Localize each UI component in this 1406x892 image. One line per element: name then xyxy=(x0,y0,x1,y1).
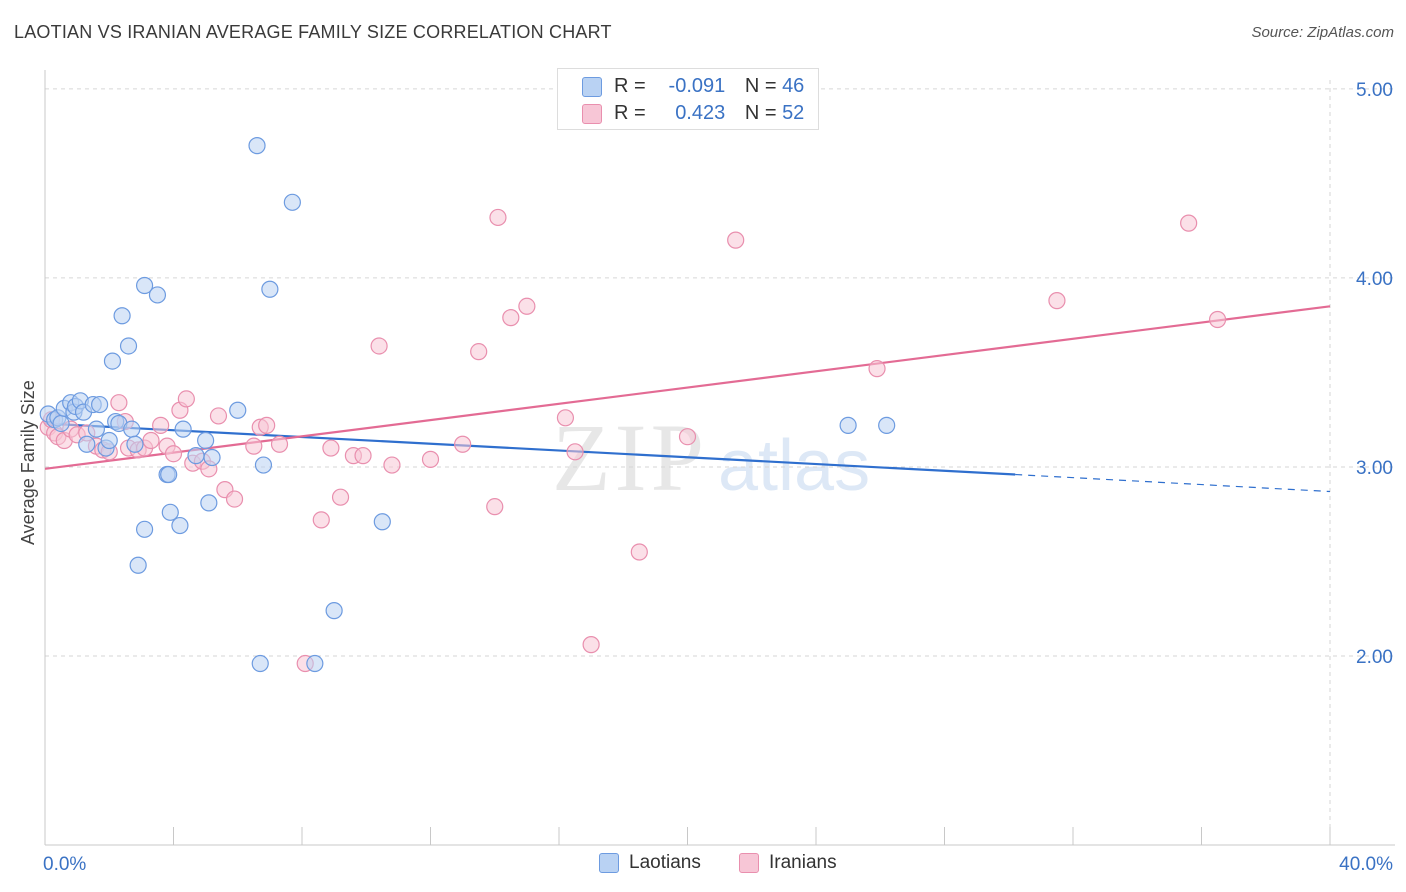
chart-title: LAOTIAN VS IRANIAN AVERAGE FAMILY SIZE C… xyxy=(14,22,612,42)
iranian-point xyxy=(225,490,244,508)
iranian-point xyxy=(486,498,504,516)
laotian-point xyxy=(373,513,391,531)
laotian-point xyxy=(254,456,273,474)
iranian-point xyxy=(421,450,440,468)
n-label: N = xyxy=(744,75,777,97)
iranian-point xyxy=(110,394,128,412)
iranian-point xyxy=(245,437,263,455)
x-tick-label: 40.0% xyxy=(1339,854,1393,875)
iranian-point xyxy=(270,435,289,453)
iranian-point xyxy=(518,297,536,315)
iranian-point xyxy=(582,636,600,654)
n-value: 52 xyxy=(782,102,805,124)
laotian-point xyxy=(171,516,189,535)
iranian-point xyxy=(209,407,228,425)
iranian-point xyxy=(312,511,330,529)
iranian-point xyxy=(489,208,507,227)
iranian-point xyxy=(727,231,745,249)
laotian-point xyxy=(248,137,266,155)
iranian-point xyxy=(1208,310,1227,329)
iranians-swatch xyxy=(739,853,759,873)
data-points xyxy=(39,137,1227,673)
legend-label-iranians: Iranians xyxy=(769,852,837,873)
laotian-point xyxy=(251,654,269,673)
iranian-point xyxy=(566,443,584,461)
y-tick-label: 5.00 xyxy=(1356,80,1393,101)
iranian-point xyxy=(383,456,401,474)
laotian-point xyxy=(119,337,138,355)
laotian-point xyxy=(52,414,70,433)
laotian-point xyxy=(187,447,205,465)
iranians-swatch xyxy=(582,104,602,124)
iranian-point xyxy=(164,445,183,463)
r-value: -0.091 xyxy=(668,75,726,97)
y-tick-label: 4.00 xyxy=(1356,269,1393,290)
iranian-point xyxy=(331,488,350,506)
laotian-point xyxy=(203,448,221,467)
y-tick-label: 3.00 xyxy=(1356,458,1393,479)
laotian-point xyxy=(197,431,215,450)
laotian-point xyxy=(126,435,144,453)
laotian-point xyxy=(103,352,122,370)
y-tick-label: 2.00 xyxy=(1356,647,1393,668)
source-credit: Source: ZipAtlas.com xyxy=(1251,24,1394,41)
laotian-trend-extension xyxy=(1015,473,1331,493)
laotian-point xyxy=(306,654,324,673)
iranian-point xyxy=(142,431,160,450)
laotian-point xyxy=(161,503,179,521)
laotian-point xyxy=(283,193,301,211)
iranian-point xyxy=(258,416,276,434)
laotian-point xyxy=(135,520,154,538)
laotian-point xyxy=(325,602,343,620)
laotian-point xyxy=(148,286,167,304)
laotians-swatch xyxy=(599,853,619,873)
iranian-point xyxy=(630,543,648,561)
laotian-point xyxy=(91,395,109,414)
iranian-point xyxy=(868,360,886,378)
laotian-point xyxy=(160,465,178,484)
axes xyxy=(44,70,1395,846)
iranian-point xyxy=(152,416,170,434)
laotian-point xyxy=(123,420,141,438)
laotian-point xyxy=(261,280,279,298)
y-axis-label: Average Family Size xyxy=(18,380,38,545)
r-value: 0.423 xyxy=(675,102,726,124)
laotian-point xyxy=(878,416,896,434)
r-label: R = xyxy=(614,102,646,124)
laotian-point xyxy=(129,556,147,574)
laotian-point xyxy=(229,401,247,419)
iranian-point xyxy=(322,439,340,457)
laotian-point xyxy=(100,431,118,450)
n-label: N = xyxy=(744,102,777,124)
iranian-point xyxy=(502,309,520,327)
laotian-point xyxy=(839,416,857,434)
laotian-point xyxy=(174,420,192,438)
laotian-point xyxy=(78,435,96,453)
n-value: 46 xyxy=(782,75,805,97)
iranian-point xyxy=(556,409,575,427)
r-label: R = xyxy=(614,75,646,97)
iranian-point xyxy=(454,435,472,453)
legend-label-laotians: Laotians xyxy=(629,852,701,873)
iranian-point xyxy=(370,337,388,355)
iranian-point xyxy=(1180,214,1198,232)
laotian-point xyxy=(135,276,154,295)
iranian-point xyxy=(354,447,372,465)
laotians-swatch xyxy=(582,77,602,97)
laotian-point xyxy=(200,494,218,512)
correlation-legend: R = -0.091 N = 46 R = 0.423 N = 52 xyxy=(557,68,819,130)
laotian-point xyxy=(87,420,106,438)
laotian-point xyxy=(113,307,131,325)
iranian-point xyxy=(177,390,195,408)
iranian-point xyxy=(470,343,488,361)
iranian-point xyxy=(678,428,697,446)
tick-labels: 2.00 3.00 4.00 5.00 0.0% 40.0% xyxy=(43,80,1393,875)
iranian-point xyxy=(1048,292,1066,310)
x-tick-label: 0.0% xyxy=(43,854,86,875)
